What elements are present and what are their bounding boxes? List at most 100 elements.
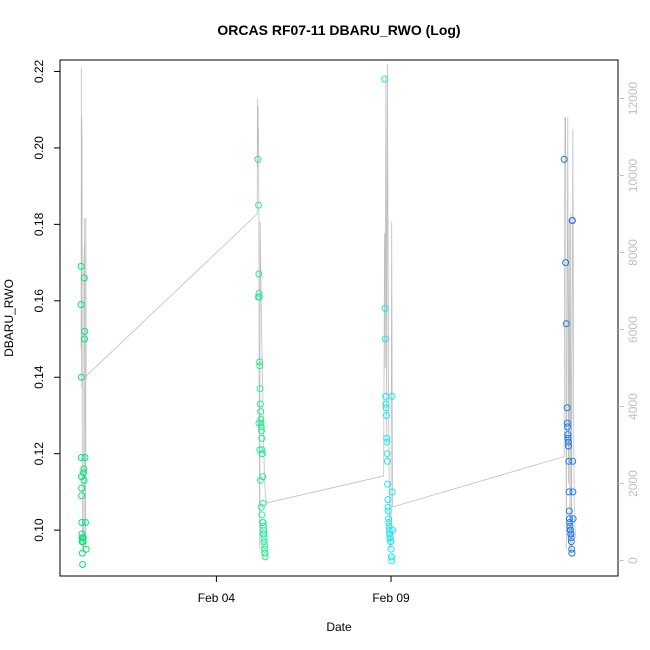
- data-point: [566, 522, 574, 530]
- data-point: [257, 408, 265, 416]
- data-point: [78, 492, 86, 500]
- data-point: [77, 301, 85, 309]
- data-point: [260, 534, 268, 542]
- x-tick-label: Feb 09: [372, 591, 410, 605]
- data-point: [255, 419, 263, 427]
- data-point: [260, 545, 268, 553]
- data-point: [77, 373, 85, 381]
- points-layer: [77, 75, 577, 568]
- data-point: [77, 262, 85, 270]
- data-point: [568, 545, 576, 553]
- data-point: [80, 476, 88, 484]
- data-point: [566, 515, 573, 523]
- y2-tick-label: 0: [626, 557, 640, 564]
- data-point: [78, 484, 86, 492]
- data-point: [259, 473, 267, 481]
- series-rf10: [381, 75, 396, 565]
- data-point: [78, 530, 86, 538]
- data-point: [565, 442, 572, 450]
- data-point: [565, 507, 573, 515]
- data-point: [387, 545, 395, 553]
- data-point: [79, 561, 87, 568]
- data-point: [256, 476, 264, 484]
- data-point: [569, 515, 577, 523]
- series-rf07: [77, 262, 90, 568]
- data-point: [564, 434, 572, 442]
- data-point: [261, 553, 269, 561]
- data-point: [562, 320, 570, 328]
- data-point: [255, 201, 263, 209]
- data-point: [388, 488, 396, 496]
- data-point: [384, 496, 392, 504]
- data-point: [260, 526, 268, 534]
- y2-tick-label: 4000: [626, 393, 640, 420]
- data-point: [258, 446, 266, 454]
- data-point: [82, 519, 89, 526]
- data-point: [80, 469, 87, 477]
- y-tick-label: 0.18: [32, 212, 46, 236]
- data-point: [257, 423, 265, 431]
- data-point: [383, 450, 391, 458]
- data-point: [254, 293, 262, 301]
- data-point: [81, 335, 88, 343]
- data-point: [259, 530, 267, 538]
- data-point: [256, 385, 264, 393]
- data-point: [565, 457, 573, 465]
- data-point: [567, 530, 575, 538]
- x-tick-label: Feb 04: [198, 591, 236, 605]
- data-point: [256, 400, 264, 408]
- data-point: [560, 155, 568, 163]
- data-point: [382, 400, 390, 408]
- y2-tick-label: 2000: [626, 470, 640, 497]
- data-point: [381, 75, 388, 83]
- altitude-line: [80, 63, 577, 553]
- series-rf09: [254, 293, 269, 549]
- data-point: [77, 454, 85, 461]
- data-point: [389, 526, 396, 534]
- data-point: [387, 538, 395, 546]
- y-tick-label: 0.14: [32, 365, 46, 389]
- data-point: [255, 270, 263, 278]
- y-tick-label: 0.20: [32, 136, 46, 160]
- data-point: [81, 454, 89, 461]
- chart-title: ORCAS RF07-11 DBARU_RWO (Log): [217, 22, 460, 38]
- data-point: [78, 549, 86, 557]
- data-point: [565, 488, 573, 496]
- data-point: [257, 503, 265, 511]
- y2-axis: 0 2000 4000 6000 8000 10000 12000: [618, 81, 640, 564]
- plot-frame: [59, 59, 619, 577]
- y-axis: 0.10 0.12 0.14 0.16 0.18 0.20 0.22: [32, 59, 60, 542]
- data-point: [255, 289, 263, 297]
- data-point: [563, 404, 571, 412]
- y2-tick-label: 10000: [626, 158, 640, 192]
- data-point: [383, 434, 391, 442]
- x-axis: Feb 04 Feb 09: [198, 576, 410, 605]
- data-point: [258, 511, 266, 519]
- data-point: [256, 446, 264, 454]
- data-point: [567, 526, 574, 534]
- data-point: [256, 362, 264, 370]
- data-point: [569, 488, 577, 496]
- data-point: [567, 538, 575, 546]
- data-point: [78, 519, 86, 526]
- data-point: [254, 155, 262, 163]
- data-point: [261, 549, 269, 557]
- data-point: [258, 427, 265, 435]
- data-point: [382, 412, 390, 419]
- data-point: [388, 392, 396, 400]
- data-point: [385, 519, 393, 526]
- series-rf11: [560, 155, 577, 557]
- data-point: [260, 538, 268, 546]
- data-point: [381, 335, 389, 343]
- data-point: [569, 457, 577, 465]
- data-point: [383, 438, 391, 446]
- data-point: [564, 438, 572, 446]
- data-point: [80, 465, 88, 473]
- data-point: [79, 534, 87, 542]
- y-tick-label: 0.16: [32, 289, 46, 313]
- data-point: [567, 534, 575, 542]
- data-point: [384, 480, 392, 488]
- data-point: [259, 519, 267, 526]
- data-point: [383, 457, 391, 465]
